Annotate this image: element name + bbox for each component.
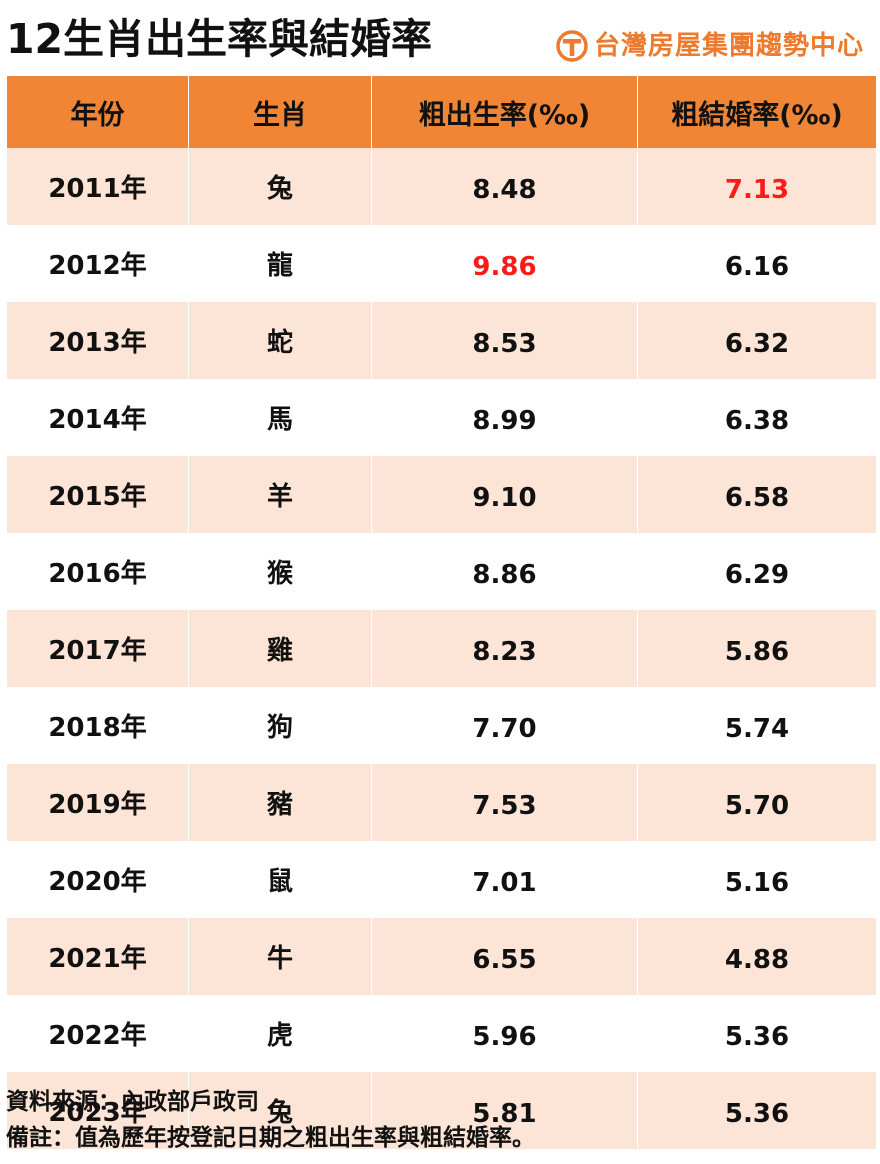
- cell-birth-rate: 9.10: [371, 456, 638, 533]
- table-row: 2015年 羊 9.10 6.58: [6, 456, 877, 533]
- cell-year: 2012年: [6, 225, 189, 302]
- brand-name: 台灣房屋集團趨勢中心: [593, 31, 864, 61]
- cell-year: 2015年: [6, 456, 189, 533]
- cell-zodiac: 虎: [188, 995, 372, 1072]
- table-row: 2014年 馬 8.99 6.38: [6, 379, 877, 456]
- cell-year: 2022年: [6, 995, 189, 1072]
- cell-zodiac: 羊: [188, 456, 372, 533]
- column-header-year: 年份: [6, 76, 189, 148]
- cell-marriage-rate: 5.36: [637, 1072, 877, 1149]
- table-row: 2018年 狗 7.70 5.74: [6, 687, 877, 764]
- cell-year: 2018年: [6, 687, 189, 764]
- cell-birth-rate: 5.96: [371, 995, 638, 1072]
- remark-note: 備註：值為歷年按登記日期之粗出生率與粗結婚率。: [6, 1125, 535, 1151]
- taiwan-realty-t-logo-icon: [556, 30, 588, 62]
- cell-year: 2023年: [6, 1072, 189, 1149]
- cell-zodiac: 狗: [188, 687, 372, 764]
- cell-year: 2020年: [6, 841, 189, 918]
- cell-year: 2019年: [6, 764, 189, 841]
- cell-birth-rate: 8.86: [371, 533, 638, 610]
- page-title: 12生肖出生率與結婚率: [6, 15, 433, 63]
- table-row: 2020年 鼠 7.01 5.16: [6, 841, 877, 918]
- cell-birth-rate: 5.81: [371, 1072, 638, 1149]
- cell-marriage-rate: 6.32: [637, 302, 877, 379]
- table-header-row: 年份 生肖 粗出生率(‰) 粗結婚率(‰): [6, 76, 877, 148]
- brand: 台灣房屋集團趨勢中心: [556, 28, 864, 64]
- cell-marriage-rate: 4.88: [637, 918, 877, 995]
- cell-birth-rate: 8.23: [371, 610, 638, 687]
- cell-year: 2014年: [6, 379, 189, 456]
- cell-zodiac: 馬: [188, 379, 372, 456]
- cell-marriage-rate: 5.86: [637, 610, 877, 687]
- cell-marriage-rate: 6.16: [637, 225, 877, 302]
- cell-zodiac: 牛: [188, 918, 372, 995]
- cell-year: 2011年: [6, 148, 189, 225]
- cell-birth-rate: 7.01: [371, 841, 638, 918]
- table-row: 2021年 牛 6.55 4.88: [6, 918, 877, 995]
- table-row: 2023年 兔 5.81 5.36: [6, 1072, 877, 1149]
- footer-notes: 資料來源：內政部戶政司 備註：值為歷年按登記日期之粗出生率與粗結婚率。: [6, 1084, 876, 1156]
- cell-birth-rate: 7.53: [371, 764, 638, 841]
- page-header: 12生肖出生率與結婚率 台灣房屋集團趨勢中心: [0, 0, 880, 76]
- column-header-marriage-rate: 粗結婚率(‰): [637, 76, 877, 148]
- cell-marriage-rate: 5.36: [637, 995, 877, 1072]
- cell-zodiac: 龍: [188, 225, 372, 302]
- table-row: 2016年 猴 8.86 6.29: [6, 533, 877, 610]
- cell-marriage-rate-highlight: 7.13: [637, 148, 877, 225]
- column-header-zodiac: 生肖: [188, 76, 372, 148]
- birth-marriage-rate-table: 年份 生肖 粗出生率(‰) 粗結婚率(‰) 2011年 兔 8.48 7.13 …: [6, 76, 877, 1149]
- cell-zodiac: 兔: [188, 1072, 372, 1149]
- cell-birth-rate-highlight: 9.86: [371, 225, 638, 302]
- table-row: 2011年 兔 8.48 7.13: [6, 148, 877, 225]
- cell-zodiac: 兔: [188, 148, 372, 225]
- table-row: 2012年 龍 9.86 6.16: [6, 225, 877, 302]
- cell-year: 2017年: [6, 610, 189, 687]
- table-row: 2019年 豬 7.53 5.70: [6, 764, 877, 841]
- cell-marriage-rate: 5.70: [637, 764, 877, 841]
- cell-marriage-rate: 6.58: [637, 456, 877, 533]
- table-row: 2017年 雞 8.23 5.86: [6, 610, 877, 687]
- cell-birth-rate: 8.99: [371, 379, 638, 456]
- cell-zodiac: 豬: [188, 764, 372, 841]
- cell-zodiac: 猴: [188, 533, 372, 610]
- cell-zodiac: 蛇: [188, 302, 372, 379]
- cell-birth-rate: 6.55: [371, 918, 638, 995]
- cell-year: 2016年: [6, 533, 189, 610]
- cell-birth-rate: 7.70: [371, 687, 638, 764]
- cell-birth-rate: 8.48: [371, 148, 638, 225]
- cell-marriage-rate: 5.16: [637, 841, 877, 918]
- cell-zodiac: 雞: [188, 610, 372, 687]
- table-row: 2013年 蛇 8.53 6.32: [6, 302, 877, 379]
- cell-marriage-rate: 6.29: [637, 533, 877, 610]
- column-header-birth-rate: 粗出生率(‰): [371, 76, 638, 148]
- table-row: 2022年 虎 5.96 5.36: [6, 995, 877, 1072]
- cell-zodiac: 鼠: [188, 841, 372, 918]
- cell-marriage-rate: 5.74: [637, 687, 877, 764]
- cell-birth-rate: 8.53: [371, 302, 638, 379]
- cell-marriage-rate: 6.38: [637, 379, 877, 456]
- data-source-note: 資料來源：內政部戶政司: [6, 1089, 259, 1115]
- cell-year: 2013年: [6, 302, 189, 379]
- cell-year: 2021年: [6, 918, 189, 995]
